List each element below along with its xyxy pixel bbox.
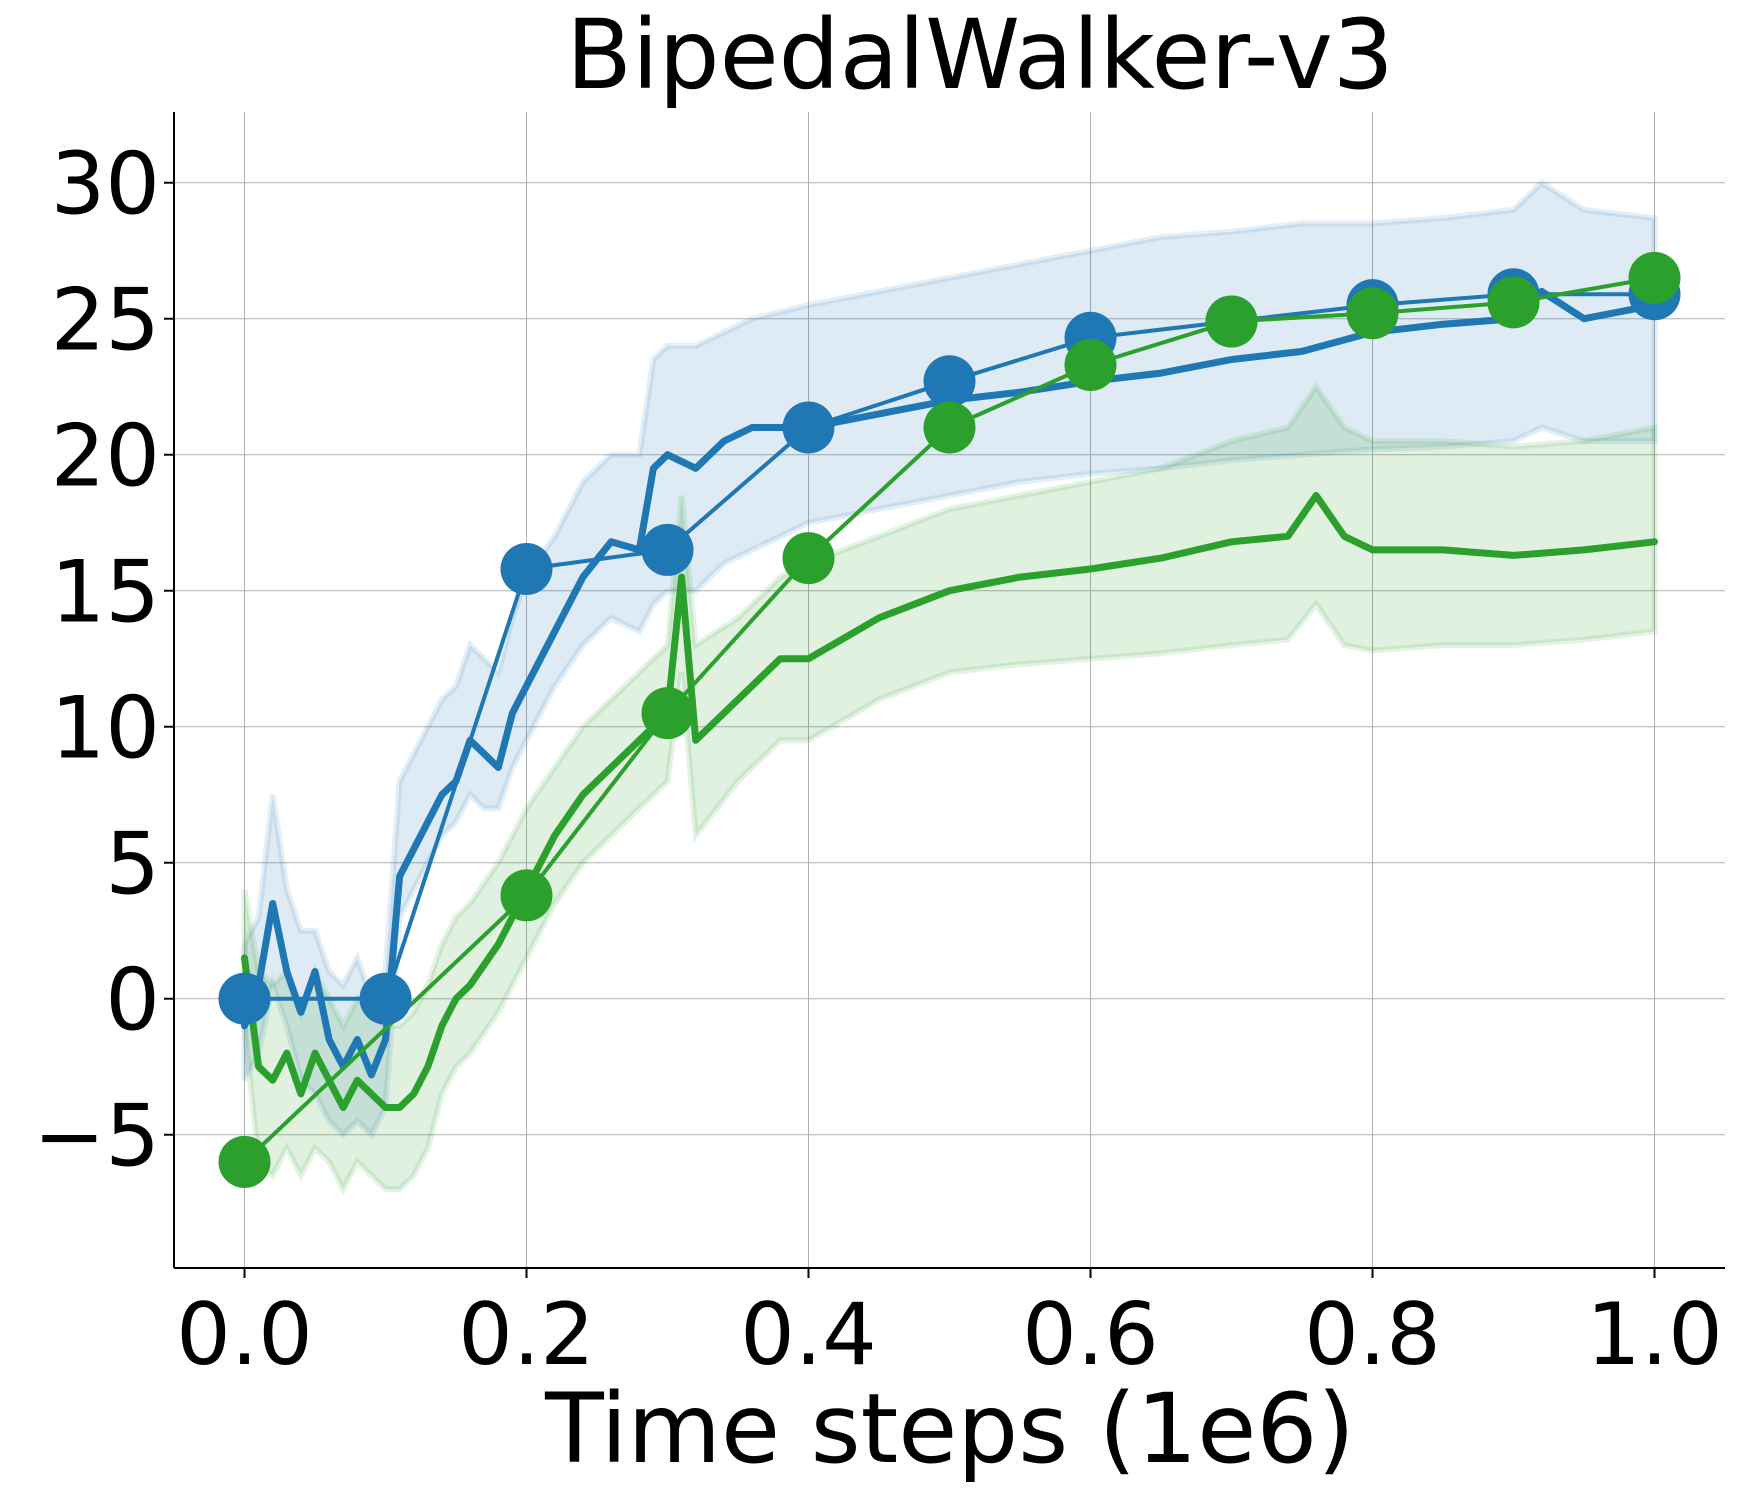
blue-marker-point (500, 542, 553, 595)
chart-title: BipedalWalker-v3 (566, 0, 1394, 111)
y-axis-ticks: −5 0 5 10 15 20 25 30 (33, 135, 174, 1187)
green-marker-point (641, 687, 694, 740)
blue-marker-point (923, 355, 976, 408)
green-marker-point (1064, 338, 1117, 391)
blue-marker-point (641, 523, 694, 576)
green-marker-point (500, 869, 553, 922)
green-marker-point (1346, 287, 1399, 340)
x-tick-label: 1.0 (1586, 1285, 1723, 1385)
x-axis-ticks: 0.0 0.2 0.4 0.6 0.8 1.0 (176, 1268, 1723, 1385)
y-tick-label: −5 (33, 1087, 160, 1187)
green-marker-point (782, 532, 835, 585)
y-tick-label: 5 (105, 815, 160, 915)
green-marker-point (923, 401, 976, 454)
green-mean-curve (241, 492, 1658, 1111)
x-tick-label: 0.4 (740, 1285, 877, 1385)
x-tick-label: 0.2 (458, 1285, 595, 1385)
green-marker-point (1628, 251, 1681, 304)
y-tick-label: 30 (51, 135, 160, 235)
y-tick-label: 25 (51, 271, 160, 371)
x-tick-label: 0.0 (176, 1285, 313, 1385)
y-tick-label: 0 (105, 951, 160, 1051)
y-tick-label: 15 (51, 543, 160, 643)
blue-marker-point (218, 972, 271, 1025)
blue-marker-point (782, 401, 835, 454)
green-marker-line (243, 275, 1655, 1164)
green-marker-point (218, 1135, 271, 1188)
x-axis-label: Time steps (1e6) (544, 1373, 1355, 1485)
x-tick-label: 0.6 (1022, 1285, 1159, 1385)
y-tick-label: 10 (51, 679, 160, 779)
green-confidence-band (241, 381, 1658, 1196)
green-marker-point (1487, 276, 1540, 329)
x-tick-label: 0.8 (1304, 1285, 1441, 1385)
series-markers (218, 251, 1681, 1188)
y-tick-label: 20 (51, 407, 160, 507)
green-marker-point (1205, 295, 1258, 348)
blue-marker-point (359, 972, 412, 1025)
blue-mean-curve (241, 288, 1658, 1079)
